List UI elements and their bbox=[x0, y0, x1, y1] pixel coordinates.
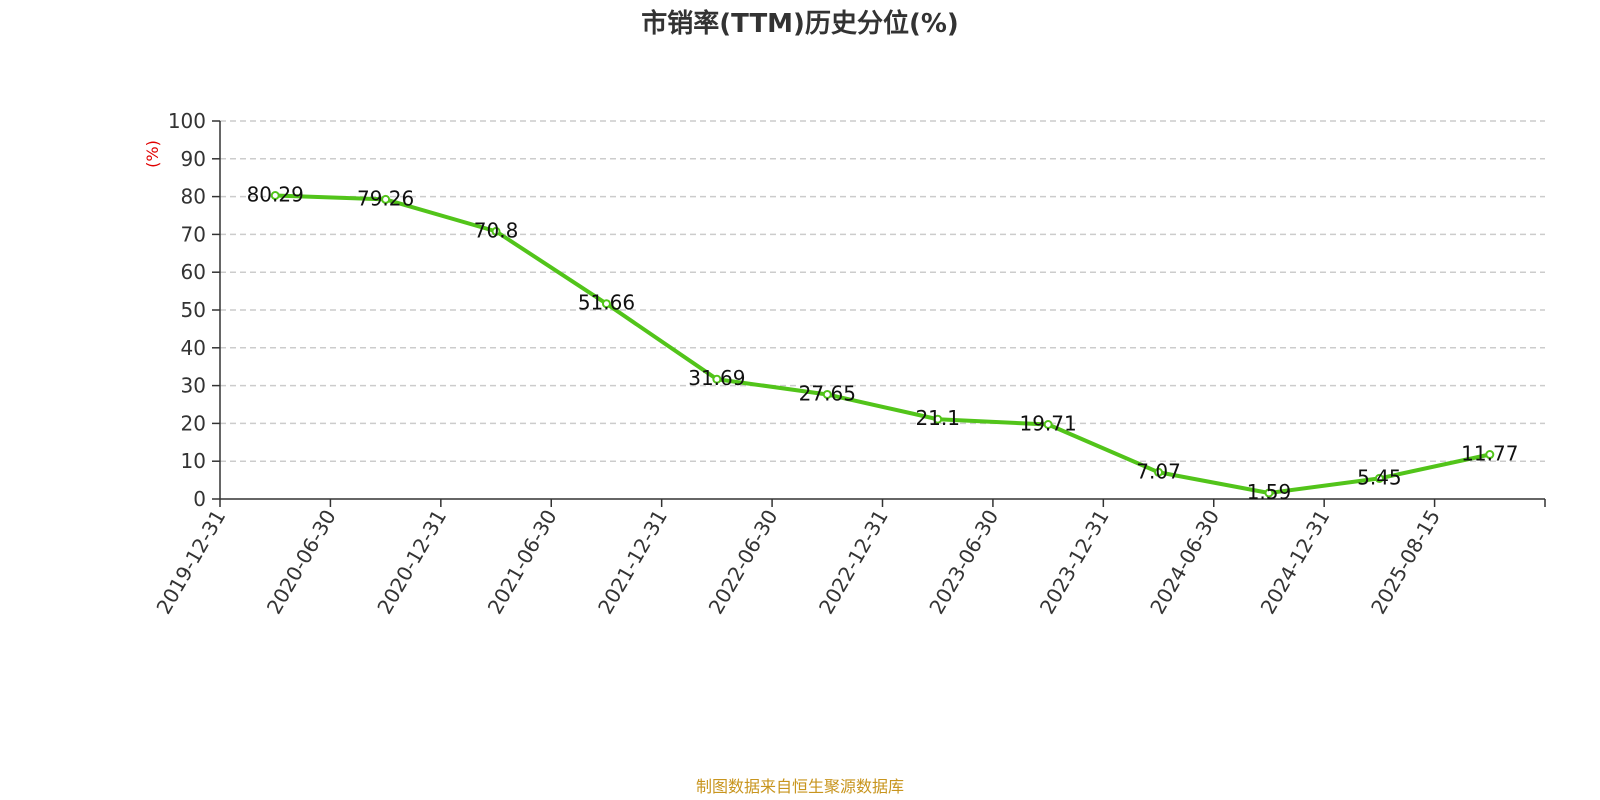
grid-layer bbox=[220, 120, 1545, 462]
data-point bbox=[822, 389, 832, 399]
data-label: 70.8 bbox=[474, 218, 519, 242]
y-tick-label: 60 bbox=[181, 260, 206, 284]
series-line bbox=[273, 193, 1492, 495]
y-tick-label: 70 bbox=[181, 222, 206, 246]
source-note: 制图数据来自恒生聚源数据库 bbox=[696, 777, 904, 796]
y-tick-label: 50 bbox=[181, 298, 206, 322]
x-tick-label: 2019-12-31 bbox=[151, 506, 230, 619]
y-tick-label: 0 bbox=[193, 487, 206, 511]
x-tick-label: 2023-06-30 bbox=[924, 506, 1003, 619]
data-point bbox=[270, 191, 280, 201]
x-tick-label: 2022-06-30 bbox=[704, 506, 783, 619]
x-tick-label: 2024-12-31 bbox=[1256, 506, 1335, 619]
data-label: 11.77 bbox=[1461, 442, 1518, 466]
data-point bbox=[1374, 473, 1384, 483]
x-tick-label: 2025-08-15 bbox=[1366, 506, 1445, 619]
data-point bbox=[1264, 488, 1274, 498]
x-tick-label: 2024-06-30 bbox=[1145, 506, 1224, 619]
data-point bbox=[601, 299, 611, 309]
y-tick-label: 30 bbox=[181, 374, 206, 398]
data-point bbox=[933, 414, 943, 424]
data-label: 79.26 bbox=[357, 186, 414, 210]
data-point bbox=[712, 374, 722, 384]
x-tick-label: 2023-12-31 bbox=[1035, 506, 1114, 619]
data-label: 1.59 bbox=[1247, 480, 1292, 504]
data-label: 31.69 bbox=[688, 366, 745, 390]
y-tick-label: 10 bbox=[181, 449, 206, 473]
chart-title: 市销率(TTM)历史分位(%) bbox=[641, 8, 959, 39]
data-point bbox=[1154, 467, 1164, 477]
y-tick-label: 80 bbox=[181, 185, 206, 209]
y-axis-label: (%) bbox=[143, 140, 162, 168]
y-tick-labels: 0 10 20 30 40 50 60 70 80 90 100 bbox=[168, 109, 206, 511]
data-point bbox=[491, 226, 501, 236]
data-point bbox=[1043, 419, 1053, 429]
x-tick-label: 2022-12-31 bbox=[814, 506, 893, 619]
y-tick-label: 40 bbox=[181, 336, 206, 360]
data-label: 51.66 bbox=[578, 291, 635, 315]
data-point bbox=[1485, 450, 1495, 460]
data-points-layer bbox=[270, 191, 1495, 498]
y-tick-label: 100 bbox=[168, 109, 206, 133]
x-tick-label: 2020-12-31 bbox=[372, 506, 451, 619]
data-label: 80.29 bbox=[247, 183, 304, 207]
x-tick-label: 2021-12-31 bbox=[593, 506, 672, 619]
x-tick-label: 2020-06-30 bbox=[262, 506, 341, 619]
data-label: 7.07 bbox=[1136, 459, 1181, 483]
data-label: 5.45 bbox=[1357, 465, 1402, 489]
data-point bbox=[381, 194, 391, 204]
series-line-layer bbox=[273, 193, 1492, 495]
axis-layer bbox=[212, 120, 1546, 507]
data-labels-layer: 80.29 79.26 70.8 51.66 31.69 27.65 21.1 19.71 7.… bbox=[247, 183, 1519, 504]
data-label: 27.65 bbox=[799, 381, 856, 405]
data-label: 19.71 bbox=[1019, 411, 1076, 435]
y-tick-label: 20 bbox=[181, 411, 206, 435]
y-tick-label: 90 bbox=[181, 147, 206, 171]
x-tick-labels: 2019-12-31 2020-06-30 2020-12-31 2021-06-30… bbox=[151, 506, 1444, 619]
x-tick-label: 2021-06-30 bbox=[483, 506, 562, 619]
data-label: 21.1 bbox=[915, 406, 960, 430]
